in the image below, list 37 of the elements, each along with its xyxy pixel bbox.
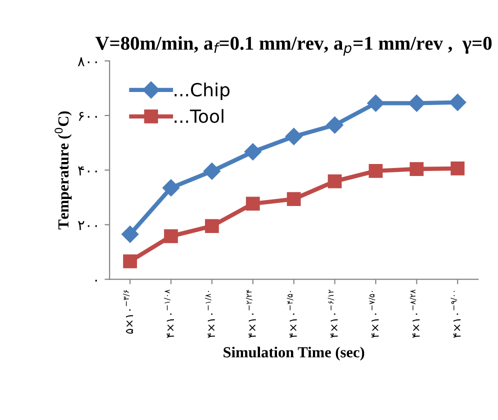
point — [162, 179, 180, 196]
x-tick-label: ۴×۱۰$^{−۱/۰۸}$ — [164, 290, 174, 338]
x-tick-label: ۴×۱۰$^{−۹/۰۰}$ — [450, 291, 461, 338]
chart-title: V=80m/min, a$_{f}$=0.1 mm/rev, a$_{p}$=1 mm/rev , γ=0 — [95, 36, 492, 56]
point — [285, 128, 302, 146]
x-tick-label: ۴×۱۰$^{−۲/۲۴}$ — [246, 290, 256, 338]
y-tick-label: ۰ — [95, 280, 97, 282]
legend-label: ...Tool — [174, 109, 224, 124]
point — [244, 143, 262, 160]
y-tick-label: ۶۰۰ — [78, 112, 97, 121]
x-tick-label: ۴×۱۰$^{−۸/۲۸}$ — [410, 290, 420, 338]
y-tick-label: ۸۰۰ — [78, 57, 97, 66]
point — [408, 94, 426, 112]
x-tick-label: ۴×۱۰$^{−۷/۵۰}$ — [368, 291, 379, 338]
point — [204, 219, 219, 234]
legend-label: ...Chip — [174, 82, 230, 100]
point — [123, 254, 137, 268]
point — [410, 162, 424, 176]
point — [164, 229, 178, 244]
x-tick-label: ۴×۱۰$^{−۴/۵۰}$ — [286, 291, 297, 338]
point — [368, 164, 383, 178]
point — [367, 94, 384, 112]
point — [286, 192, 301, 206]
x-tick-label: ۴×۱۰$^{−۱/۸۰}$ — [204, 291, 215, 338]
point — [121, 226, 139, 243]
y-tick-label: ۲۰۰ — [78, 221, 97, 230]
point — [203, 162, 220, 180]
point — [450, 162, 465, 176]
point — [246, 196, 260, 211]
x-tick-label: ۵×۱۰$^{−۳/۶}$ — [123, 290, 134, 334]
point — [449, 94, 466, 111]
y-tick-label: ۴۰۰ — [78, 166, 97, 176]
y-axis-title: Temperature ($^{0}$C) — [54, 111, 72, 230]
x-tick-label: ۴×۱۰$^{−۶/۱۲}$ — [328, 290, 338, 338]
point — [326, 116, 344, 134]
x-axis-title: Simulation Time (sec) — [224, 346, 364, 361]
point — [328, 174, 342, 188]
